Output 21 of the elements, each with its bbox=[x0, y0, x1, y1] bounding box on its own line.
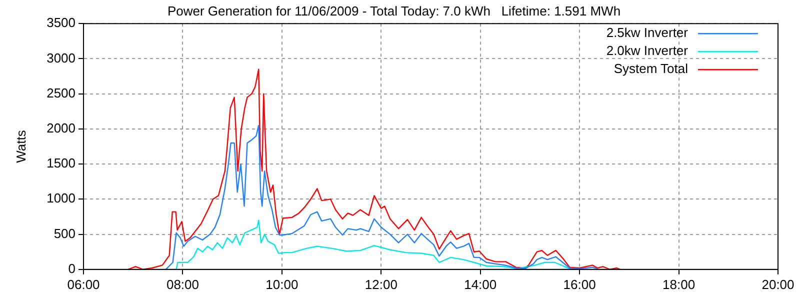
y-tick-label: 3000 bbox=[46, 50, 76, 66]
y-axis-title: Watts bbox=[13, 130, 28, 163]
legend-label: 2.0kw Inverter bbox=[606, 43, 689, 58]
legend-label: System Total bbox=[614, 61, 688, 76]
x-tick-label: 14:00 bbox=[464, 276, 497, 292]
y-tick-label: 0 bbox=[68, 260, 76, 276]
y-tick-label: 500 bbox=[54, 226, 76, 241]
x-tick-label: 20:00 bbox=[762, 276, 794, 292]
x-tick-label: 08:00 bbox=[166, 276, 200, 292]
x-tick-label: 10:00 bbox=[266, 276, 298, 292]
y-tick-label: 1500 bbox=[46, 156, 76, 171]
y-tick-label: 2000 bbox=[46, 120, 76, 136]
y-tick-label: 2500 bbox=[46, 85, 76, 100]
x-tick-label: 16:00 bbox=[563, 276, 596, 292]
legend-label: 2.5kw Inverter bbox=[606, 25, 689, 40]
x-tick-label: 06:00 bbox=[67, 276, 100, 292]
chart-title: Power Generation for 11/06/2009 - Total Today: 7.0 kWh Lifetime: 1.591 MWh bbox=[167, 3, 621, 18]
x-tick-label: 18:00 bbox=[662, 276, 696, 292]
y-tick-label: 1000 bbox=[46, 190, 76, 206]
y-tick-label: 3500 bbox=[46, 15, 76, 30]
x-tick-label: 12:00 bbox=[364, 276, 398, 292]
